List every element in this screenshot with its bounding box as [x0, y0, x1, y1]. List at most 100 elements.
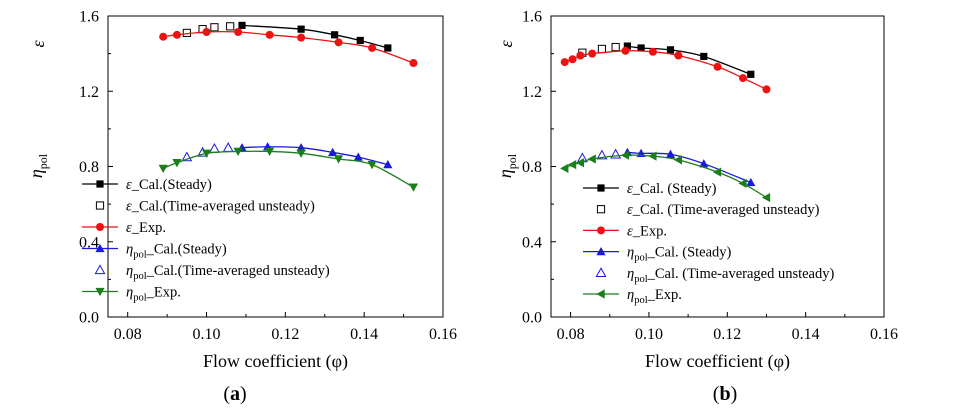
series-line [627, 45, 752, 75]
data-point [296, 149, 306, 158]
legend-marker [96, 180, 104, 188]
y-axis-label-eta: η [26, 169, 46, 178]
legend-text: _Cal.(Steady) [131, 177, 212, 193]
data-point [761, 192, 771, 203]
legend-symbol: η [627, 287, 634, 303]
x-tick-label: 0.14 [350, 326, 378, 343]
legend-text: _Cal. (Steady) [647, 245, 732, 261]
legend-item: ηpol_Cal.(Time-averaged unsteady) [94, 263, 330, 282]
legend-marker [596, 289, 605, 299]
x-tick-label: 0.08 [114, 326, 142, 343]
data-point [666, 46, 675, 54]
legend-symbol: ε [126, 220, 132, 236]
data-point [746, 177, 756, 187]
panel-label: (b) [713, 383, 737, 405]
data-point [409, 59, 418, 68]
data-point [353, 152, 363, 161]
y-tick-label: 0.8 [522, 159, 542, 176]
y-tick-label: 1.2 [522, 84, 542, 101]
legend-label: ε_Exp. [126, 220, 166, 236]
legend-symbol: ε [627, 223, 633, 239]
legend-item: ηpol_Exp. [82, 285, 181, 304]
data-point [297, 33, 306, 42]
data-point [158, 164, 168, 173]
legend-label: ε_Cal.(Steady) [126, 177, 212, 193]
data-point [597, 44, 607, 54]
legend-marker [597, 226, 605, 235]
x-tick-label: 0.10 [635, 326, 663, 343]
data-point [738, 178, 747, 189]
chart-panel-a: 0.08 0.10 0.12 0.14 0.16 0.0 0.4 0.8 1.2 1.6 Flow … [26, 9, 457, 406]
legend-text: _Cal. (Steady) [632, 181, 717, 197]
data-point [233, 147, 243, 157]
data-point [208, 142, 220, 153]
data-point [588, 49, 597, 58]
legend-text: _Cal.(Steady) [146, 242, 227, 258]
panel-label: (a) [223, 383, 246, 405]
legend-label: ε_Cal. (Steady) [627, 181, 717, 197]
data-point [334, 38, 343, 47]
x-axis-label: Flow coefficient (φ) [645, 351, 790, 372]
legend-item: ε_Cal. (Time-averaged unsteady) [596, 202, 820, 218]
legend-item: ηpol_Exp. [583, 287, 682, 306]
data-point [159, 32, 168, 41]
y-tick-label: 0.8 [79, 159, 99, 176]
legend-subscript: pol [634, 274, 648, 285]
legend-symbol: η [627, 266, 634, 282]
legend-symbol: ε [126, 177, 132, 193]
legend-item: ηpol_Cal. (Steady) [583, 245, 732, 264]
data-point [665, 149, 676, 158]
legend-symbol: ε [126, 199, 132, 215]
y-tick-label: 0.0 [522, 310, 542, 327]
x-tick-label: 0.12 [271, 326, 299, 343]
legend-marker [94, 264, 106, 275]
legend-text: _Cal. (Time-averaged unsteady) [632, 202, 820, 218]
data-point [575, 158, 585, 168]
y-axis-label-pol: pol [36, 153, 50, 169]
y-axis-label-epsilon: ε [28, 40, 48, 48]
data-point [265, 30, 274, 39]
data-point [700, 52, 708, 61]
legend-label: ηpol_Cal. (Steady) [627, 245, 732, 264]
y-tick-label: 0.0 [79, 310, 99, 327]
y-tick-label: 1.6 [79, 9, 99, 26]
data-point [238, 21, 246, 30]
x-axis-label: Flow coefficient (φ) [203, 351, 348, 372]
legend-symbol: ε [627, 181, 633, 197]
legend-subscript: pol [133, 271, 147, 282]
legend-label: ηpol_Cal.(Time-averaged unsteady) [126, 263, 330, 282]
legend-symbol: η [627, 245, 634, 261]
legend-label: ηpol_Cal.(Steady) [126, 242, 227, 261]
data-point [762, 85, 771, 94]
legend-label: ηpol_Exp. [126, 285, 181, 304]
data-point [568, 55, 577, 64]
data-point [356, 36, 364, 45]
series-line [241, 24, 388, 49]
data-point [367, 160, 377, 170]
series-5 [158, 147, 419, 192]
data-point [226, 22, 235, 31]
y-axis-label-eta: η [495, 169, 515, 178]
legend-marker [596, 205, 606, 214]
data-point [264, 147, 275, 157]
legend-item: ε_Cal.(Steady) [82, 177, 212, 193]
data-point [713, 62, 722, 71]
series-3 [237, 142, 393, 169]
data-point [648, 47, 657, 56]
legend-text: _Exp. [146, 285, 181, 301]
x-tick-label: 0.16 [429, 326, 457, 343]
data-point [234, 27, 243, 36]
data-point [222, 142, 234, 152]
data-point [408, 183, 419, 192]
legend-symbol: ε [627, 202, 633, 218]
y-axis-label-epsilon: ε [496, 40, 516, 48]
data-point [699, 159, 709, 168]
legend-item: ε_Exp. [82, 220, 166, 236]
y-tick-label: 0.4 [522, 234, 542, 251]
data-point [172, 30, 181, 39]
legend: ε_Cal.(Steady)ε_Cal.(Time-averaged unste… [82, 177, 330, 304]
legend-item: ηpol_Cal. (Time-averaged unsteady) [595, 266, 834, 285]
data-point [202, 27, 211, 36]
data-point [384, 44, 392, 52]
